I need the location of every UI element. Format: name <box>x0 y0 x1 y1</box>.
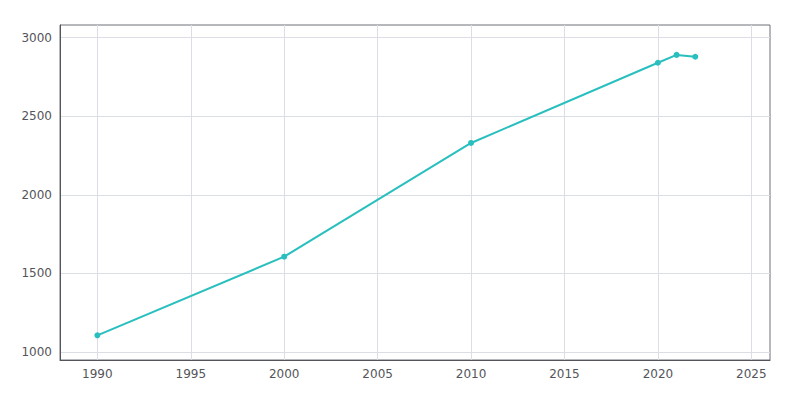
svg-text:2000: 2000 <box>21 188 52 202</box>
svg-text:1500: 1500 <box>21 266 52 280</box>
svg-text:2005: 2005 <box>362 367 393 381</box>
svg-text:2000: 2000 <box>269 367 300 381</box>
svg-text:2015: 2015 <box>549 367 580 381</box>
svg-text:1000: 1000 <box>21 345 52 359</box>
svg-text:2500: 2500 <box>21 109 52 123</box>
svg-text:2010: 2010 <box>456 367 487 381</box>
svg-text:2025: 2025 <box>736 367 767 381</box>
svg-text:2020: 2020 <box>643 367 674 381</box>
svg-text:1990: 1990 <box>82 367 113 381</box>
svg-text:3000: 3000 <box>21 31 52 45</box>
svg-text:1995: 1995 <box>176 367 207 381</box>
